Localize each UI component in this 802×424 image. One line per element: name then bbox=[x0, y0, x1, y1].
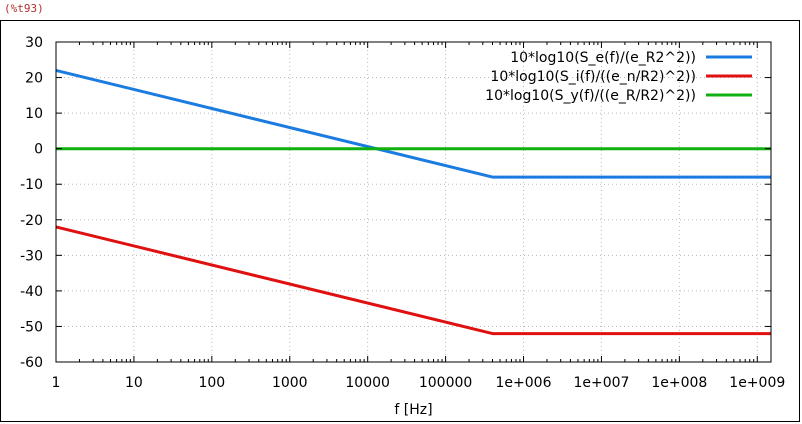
cell-output-label: (%t93) bbox=[4, 2, 44, 15]
legend: 10*log10(S_e(f)/(e_R2^2)) 10*log10(S_i(f)… bbox=[485, 50, 752, 104]
x-tick-label: 1e+009 bbox=[729, 375, 785, 391]
y-tick-label: 20 bbox=[25, 71, 43, 87]
axis-ticks: 1 10 100 1000 10000 100000 1e+006 1e+007 1e+008 1… bbox=[20, 35, 785, 391]
x-axis-title: f [Hz] bbox=[394, 402, 432, 418]
y-tick-label: 30 bbox=[25, 35, 43, 51]
grid-lines bbox=[56, 42, 771, 362]
x-tick-label: 10 bbox=[125, 375, 143, 391]
x-tick-label: 1e+007 bbox=[573, 375, 629, 391]
x-tick-label: 1e+006 bbox=[496, 375, 552, 391]
y-tick-label: -30 bbox=[20, 248, 43, 264]
y-tick-label: -40 bbox=[20, 284, 43, 300]
x-tick-label: 1 bbox=[52, 375, 61, 391]
x-tick-label: 100 bbox=[198, 375, 225, 391]
x-tick-label: 10000 bbox=[345, 375, 390, 391]
y-tick-label: -60 bbox=[20, 355, 43, 371]
y-tick-label: -10 bbox=[20, 177, 43, 193]
legend-label: 10*log10(S_i(f)/((e_n/R2)^2)) bbox=[490, 69, 696, 85]
y-tick-label: 0 bbox=[34, 142, 43, 158]
series-line bbox=[55, 225, 771, 336]
x-tick-label: 1e+008 bbox=[651, 375, 707, 391]
series-line bbox=[55, 68, 771, 179]
y-tick-label: -20 bbox=[20, 213, 43, 229]
series-lines bbox=[55, 68, 771, 336]
x-tick-label: 100000 bbox=[419, 375, 472, 391]
x-tick-label: 1000 bbox=[272, 375, 308, 391]
plot-area-border bbox=[55, 41, 772, 363]
legend-label: 10*log10(S_e(f)/(e_R2^2)) bbox=[510, 50, 696, 66]
legend-label: 10*log10(S_y(f)/((e_R/R2)^2)) bbox=[485, 88, 696, 104]
plot-frame bbox=[0, 20, 800, 422]
y-tick-label: -50 bbox=[20, 319, 43, 335]
y-tick-label: 10 bbox=[25, 106, 43, 122]
